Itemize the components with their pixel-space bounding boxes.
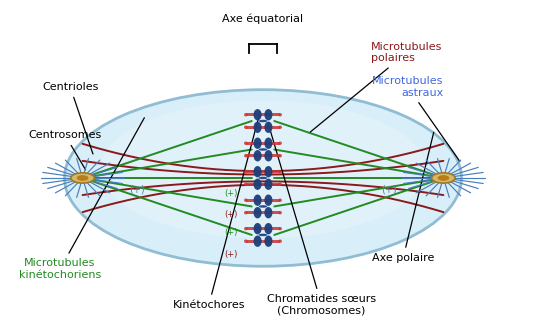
Ellipse shape <box>244 113 248 117</box>
Ellipse shape <box>264 150 272 162</box>
Ellipse shape <box>244 240 248 243</box>
Ellipse shape <box>278 227 282 230</box>
Bar <box>246 199 280 202</box>
Ellipse shape <box>264 236 272 247</box>
Text: Axe équatorial: Axe équatorial <box>223 14 303 24</box>
Text: Microtubules
astraux: Microtubules astraux <box>372 76 460 162</box>
Text: Microtubules
polaires: Microtubules polaires <box>310 42 442 132</box>
Ellipse shape <box>278 154 282 158</box>
Ellipse shape <box>65 90 462 266</box>
Text: Chromatides sœurs
(Chromosomes): Chromatides sœurs (Chromosomes) <box>267 124 376 316</box>
Ellipse shape <box>244 182 248 186</box>
Text: (+): (+) <box>225 189 238 198</box>
Text: Kinétochores: Kinétochores <box>173 112 260 310</box>
Bar <box>246 154 280 157</box>
Ellipse shape <box>254 109 262 120</box>
Ellipse shape <box>244 227 248 230</box>
Ellipse shape <box>254 137 262 149</box>
Ellipse shape <box>100 100 426 238</box>
Ellipse shape <box>438 175 449 181</box>
Text: Axe polaire: Axe polaire <box>372 132 434 263</box>
Text: (+): (+) <box>129 184 144 194</box>
Ellipse shape <box>258 120 268 122</box>
Ellipse shape <box>264 166 272 177</box>
Ellipse shape <box>264 195 272 206</box>
Ellipse shape <box>432 173 455 183</box>
Ellipse shape <box>278 182 282 186</box>
Ellipse shape <box>264 122 272 133</box>
Ellipse shape <box>77 175 88 181</box>
Ellipse shape <box>258 234 268 236</box>
Ellipse shape <box>278 141 282 145</box>
Ellipse shape <box>278 211 282 214</box>
Bar <box>246 211 280 214</box>
Ellipse shape <box>278 240 282 243</box>
Ellipse shape <box>258 148 268 151</box>
Ellipse shape <box>264 178 272 190</box>
Ellipse shape <box>264 207 272 218</box>
Text: Microtubules
kinétochoriens: Microtubules kinétochoriens <box>19 118 144 280</box>
Ellipse shape <box>244 141 248 145</box>
Text: Centrosomes: Centrosomes <box>28 130 102 170</box>
Ellipse shape <box>278 170 282 173</box>
Bar <box>246 170 280 173</box>
Ellipse shape <box>254 166 262 177</box>
Ellipse shape <box>244 211 248 214</box>
Ellipse shape <box>264 109 272 120</box>
Bar <box>246 227 280 230</box>
Ellipse shape <box>254 223 262 234</box>
Text: Centrioles: Centrioles <box>42 82 98 154</box>
Text: (+): (+) <box>225 210 238 219</box>
Ellipse shape <box>254 207 262 218</box>
Ellipse shape <box>254 150 262 162</box>
Ellipse shape <box>244 199 248 202</box>
Ellipse shape <box>71 173 94 183</box>
Ellipse shape <box>258 177 268 179</box>
Ellipse shape <box>278 199 282 202</box>
Ellipse shape <box>254 195 262 206</box>
Ellipse shape <box>244 154 248 158</box>
Bar <box>246 113 280 116</box>
Ellipse shape <box>254 122 262 133</box>
Ellipse shape <box>244 170 248 173</box>
Ellipse shape <box>264 223 272 234</box>
Text: (+): (+) <box>225 250 238 259</box>
Ellipse shape <box>278 113 282 117</box>
Text: (+): (+) <box>225 227 238 237</box>
Bar <box>246 183 280 186</box>
Text: (+): (+) <box>381 184 397 194</box>
Ellipse shape <box>254 178 262 190</box>
Bar <box>246 142 280 144</box>
Ellipse shape <box>258 205 268 208</box>
Bar <box>246 126 280 129</box>
Bar <box>246 240 280 243</box>
Ellipse shape <box>264 137 272 149</box>
Ellipse shape <box>254 236 262 247</box>
Ellipse shape <box>244 126 248 129</box>
Ellipse shape <box>278 126 282 129</box>
